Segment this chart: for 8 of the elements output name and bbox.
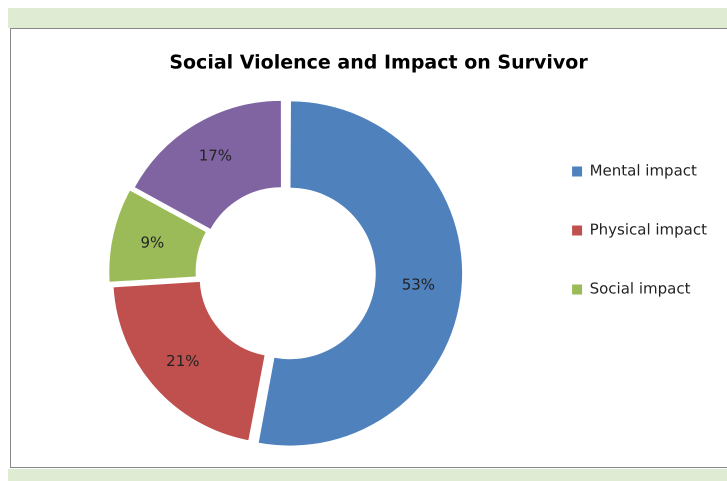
legend-label: Mental impact <box>590 161 698 180</box>
data-label: 9% <box>140 233 164 252</box>
legend-label: Physical impact <box>590 220 708 238</box>
chart-title: Social Violence and Impact on Survivor <box>169 51 588 74</box>
data-label: 21% <box>166 352 200 370</box>
data-label: 17% <box>198 146 232 165</box>
data-label: 53% <box>402 275 436 294</box>
legend-label: Social impact <box>590 279 691 298</box>
